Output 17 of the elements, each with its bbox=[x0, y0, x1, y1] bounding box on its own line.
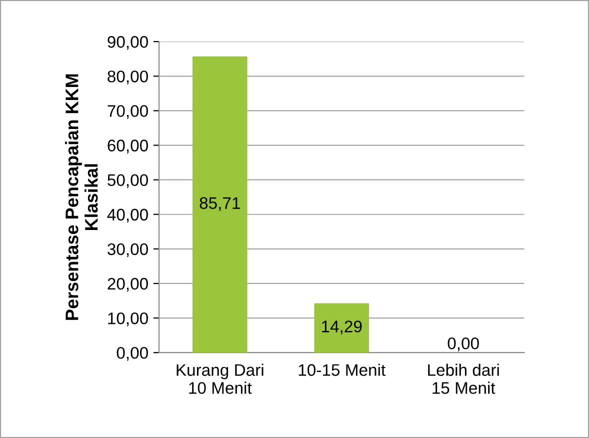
x-tick-label: Kurang Dari 10 Menit bbox=[176, 364, 264, 394]
y-tick-label: 60,00 bbox=[108, 140, 148, 154]
x-tick-label: 10-15 Menit bbox=[298, 364, 386, 376]
y-tick-label: 70,00 bbox=[108, 105, 148, 119]
y-tick-label: 0,00 bbox=[116, 346, 148, 361]
y-tick-label: 50,00 bbox=[108, 174, 148, 188]
data-label: 85,71 bbox=[200, 197, 240, 211]
data-label: 14,29 bbox=[322, 320, 362, 334]
y-tick-label: 10,00 bbox=[108, 312, 148, 326]
x-tick-label: Lebih dari 15 Menit bbox=[428, 364, 499, 394]
data-label: 0,00 bbox=[448, 337, 479, 352]
y-tick-label: 80,00 bbox=[108, 70, 148, 84]
y-tick-label: 90,00 bbox=[108, 36, 148, 50]
y-axis-title: Persentase Pencapaian KKM Klasikal bbox=[65, 74, 98, 320]
y-tick-label: 30,00 bbox=[108, 243, 148, 258]
y-tick-label: 20,00 bbox=[108, 278, 148, 292]
y-tick-label: 40,00 bbox=[107, 208, 148, 223]
